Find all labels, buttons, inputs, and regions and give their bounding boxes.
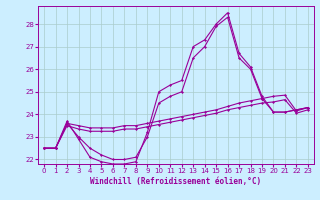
X-axis label: Windchill (Refroidissement éolien,°C): Windchill (Refroidissement éolien,°C): [91, 177, 261, 186]
